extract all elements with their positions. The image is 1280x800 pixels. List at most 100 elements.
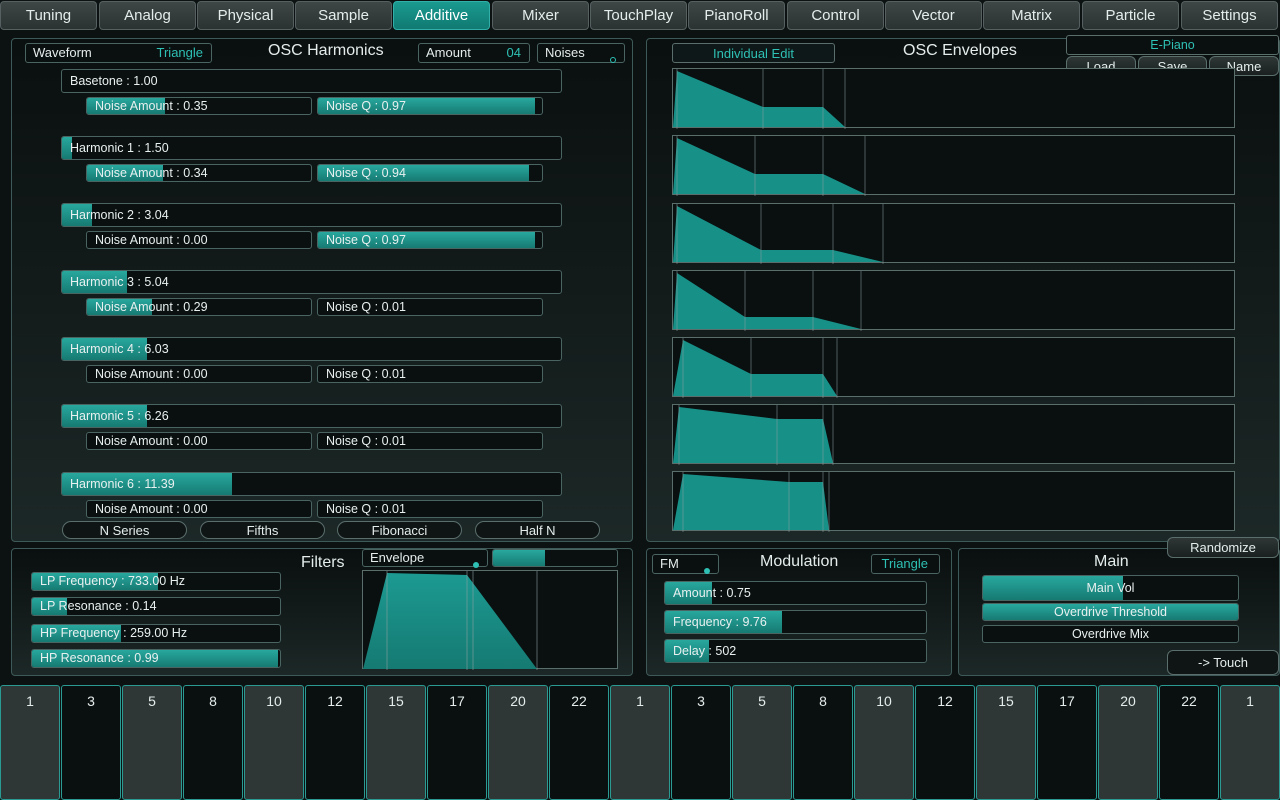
key-15[interactable]: 15	[366, 685, 426, 800]
slider-fill	[665, 582, 712, 604]
tab-mixer[interactable]: Mixer	[492, 1, 589, 30]
amount-selector[interactable]: Amount 04	[418, 43, 530, 63]
noise-amount-slider[interactable]: Noise Amount : 0.00	[86, 231, 312, 249]
filter-envelope-label: Envelope	[370, 550, 425, 565]
modulation-slider[interactable]: Amount : 0.75	[664, 581, 927, 605]
main-label: Overdrive Threshold	[1053, 605, 1167, 619]
key-17[interactable]: 17	[427, 685, 487, 800]
key-5[interactable]: 5	[122, 685, 182, 800]
series-button-half-n[interactable]: Half N	[475, 521, 600, 539]
noise-amount-slider[interactable]: Noise Amount : 0.34	[86, 164, 312, 182]
fm-toggle[interactable]: FM	[652, 554, 719, 574]
filter-envelope-amount-slider[interactable]	[492, 549, 618, 567]
key-20[interactable]: 20	[488, 685, 548, 800]
randomize-button[interactable]: Randomize	[1167, 537, 1279, 558]
main-slider[interactable]: Overdrive Threshold	[982, 603, 1239, 621]
envelope-shape	[673, 136, 866, 196]
main-slider[interactable]: Overdrive Mix	[982, 625, 1239, 643]
mod-waveform-selector[interactable]: Triangle	[871, 554, 940, 574]
base-noise-amount-slider[interactable]: Noise Amount : 0.35	[86, 97, 312, 115]
basetone-slider[interactable]: Basetone : 1.00	[61, 69, 562, 93]
noise-amount-slider[interactable]: Noise Amount : 0.00	[86, 500, 312, 518]
noise-amount-slider[interactable]: Noise Amount : 0.00	[86, 432, 312, 450]
slider-fill	[87, 98, 166, 114]
tab-tuning[interactable]: Tuning	[0, 1, 97, 30]
key-12[interactable]: 12	[915, 685, 975, 800]
noise-q-slider[interactable]: Noise Q : 0.97	[317, 231, 543, 249]
noise-q-slider[interactable]: Noise Q : 0.01	[317, 500, 543, 518]
harmonic-slider[interactable]: Harmonic 1 : 1.50	[61, 136, 562, 160]
noise-q-slider[interactable]: Noise Q : 0.01	[317, 432, 543, 450]
noise-q-slider[interactable]: Noise Q : 0.01	[317, 365, 543, 383]
harmonic-label: Harmonic 6 : 11.39	[70, 477, 175, 491]
noises-toggle[interactable]: Noises	[537, 43, 625, 63]
filter-envelope-toggle[interactable]: Envelope	[362, 549, 488, 568]
slider-fill	[983, 604, 1238, 620]
envelope-graph[interactable]	[672, 203, 1235, 264]
tab-vector[interactable]: Vector	[885, 1, 982, 30]
tab-particle[interactable]: Particle	[1082, 1, 1179, 30]
filter-slider[interactable]: HP Resonance : 0.99	[31, 649, 281, 668]
envelope-graph[interactable]	[672, 337, 1235, 398]
main-slider[interactable]: Main Vol	[982, 575, 1239, 601]
tab-analog[interactable]: Analog	[99, 1, 196, 30]
osc-harmonics-title: OSC Harmonics	[268, 42, 384, 59]
filter-slider[interactable]: LP Resonance : 0.14	[31, 597, 281, 616]
tab-sample[interactable]: Sample	[295, 1, 392, 30]
touch-button[interactable]: -> Touch	[1167, 650, 1279, 675]
series-button-fibonacci[interactable]: Fibonacci	[337, 521, 462, 539]
key-3[interactable]: 3	[61, 685, 121, 800]
key-17[interactable]: 17	[1037, 685, 1097, 800]
main-title: Main	[1094, 553, 1129, 570]
noise-q-slider[interactable]: Noise Q : 0.01	[317, 298, 543, 316]
fm-label: FM	[660, 556, 679, 571]
harmonic-slider[interactable]: Harmonic 5 : 6.26	[61, 404, 562, 428]
series-button-n-series[interactable]: N Series	[62, 521, 187, 539]
noise-amount-slider[interactable]: Noise Amount : 0.29	[86, 298, 312, 316]
tab-pianoroll[interactable]: PianoRoll	[688, 1, 785, 30]
envelope-graph[interactable]	[672, 471, 1235, 532]
individual-edit-button[interactable]: Individual Edit	[672, 43, 835, 63]
key-1[interactable]: 1	[610, 685, 670, 800]
envelope-graph[interactable]	[672, 404, 1235, 465]
filter-slider[interactable]: LP Frequency : 733.00 Hz	[31, 572, 281, 591]
tab-matrix[interactable]: Matrix	[983, 1, 1080, 30]
envelope-shape	[673, 69, 846, 129]
tab-settings[interactable]: Settings	[1181, 1, 1278, 30]
harmonic-slider[interactable]: Harmonic 2 : 3.04	[61, 203, 562, 227]
harmonic-label: Harmonic 5 : 6.26	[70, 409, 169, 423]
base-noise-q-slider[interactable]: Noise Q : 0.97	[317, 97, 543, 115]
modulation-slider[interactable]: Delay : 502	[664, 639, 927, 663]
filter-slider[interactable]: HP Frequency : 259.00 Hz	[31, 624, 281, 643]
key-8[interactable]: 8	[183, 685, 243, 800]
key-10[interactable]: 10	[854, 685, 914, 800]
waveform-selector[interactable]: Waveform Triangle	[25, 43, 212, 63]
filter-envelope-graph[interactable]	[362, 570, 618, 670]
modulation-label: Frequency : 9.76	[673, 615, 767, 629]
key-3[interactable]: 3	[671, 685, 731, 800]
noise-amount-slider[interactable]: Noise Amount : 0.00	[86, 365, 312, 383]
tab-control[interactable]: Control	[787, 1, 884, 30]
tab-additive[interactable]: Additive	[393, 1, 490, 30]
series-button-fifths[interactable]: Fifths	[200, 521, 325, 539]
harmonic-slider[interactable]: Harmonic 6 : 11.39	[61, 472, 562, 496]
envelope-graph[interactable]	[672, 270, 1235, 331]
key-12[interactable]: 12	[305, 685, 365, 800]
key-15[interactable]: 15	[976, 685, 1036, 800]
tab-physical[interactable]: Physical	[197, 1, 294, 30]
modulation-slider[interactable]: Frequency : 9.76	[664, 610, 927, 634]
key-8[interactable]: 8	[793, 685, 853, 800]
tab-touchplay[interactable]: TouchPlay	[590, 1, 687, 30]
noise-q-slider[interactable]: Noise Q : 0.94	[317, 164, 543, 182]
key-10[interactable]: 10	[244, 685, 304, 800]
harmonic-slider[interactable]: Harmonic 3 : 5.04	[61, 270, 562, 294]
key-20[interactable]: 20	[1098, 685, 1158, 800]
key-22[interactable]: 22	[1159, 685, 1219, 800]
envelope-graph[interactable]	[672, 68, 1235, 129]
harmonic-slider[interactable]: Harmonic 4 : 6.03	[61, 337, 562, 361]
key-5[interactable]: 5	[732, 685, 792, 800]
key-1[interactable]: 1	[1220, 685, 1280, 800]
key-1[interactable]: 1	[0, 685, 60, 800]
envelope-graph[interactable]	[672, 135, 1235, 196]
key-22[interactable]: 22	[549, 685, 609, 800]
